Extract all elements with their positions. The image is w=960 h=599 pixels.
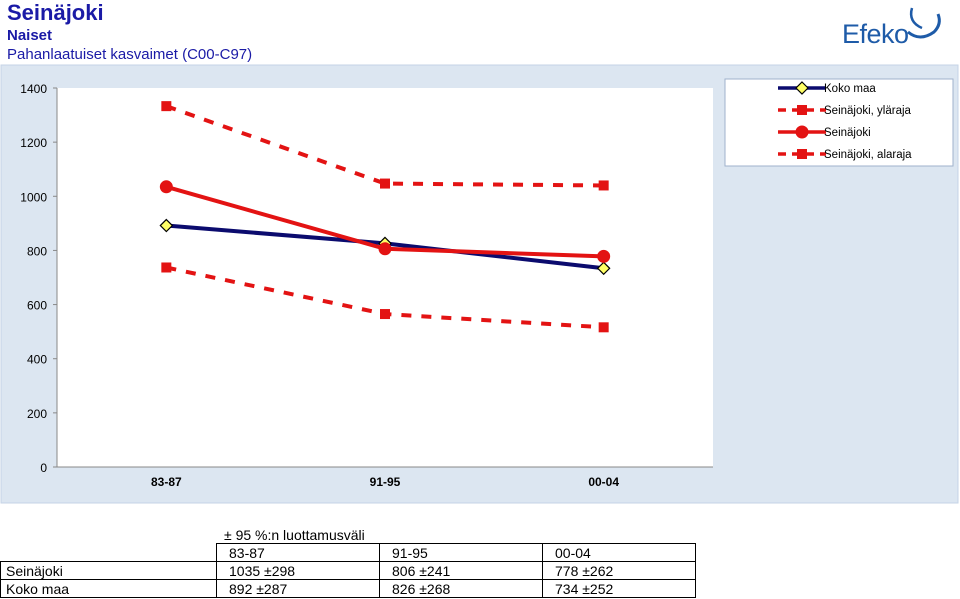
legend-label: Seinäjoki (824, 127, 871, 139)
chart-area: 0 200 400 600 800 1000 1200 1400 83-87 91-95 00-04… (0, 64, 959, 504)
data-point (161, 262, 172, 273)
y-tick-label: 600 (27, 299, 47, 313)
page-description: Pahanlaatuiset kasvaimet (C00-C97) (7, 46, 253, 63)
y-tick-label: 1000 (20, 190, 47, 204)
legend-marker (795, 81, 809, 95)
x-tick-label: 00-04 (588, 475, 619, 489)
axes: 0 200 400 600 800 1000 1200 1400 83-87 91-95 00-04 (20, 82, 713, 489)
efeko-logo: Efeko (838, 2, 948, 52)
legend-label: Koko maa (824, 83, 876, 95)
legend: Koko maa Seinäjoki, yläraja Seinäjoki Seinä… (724, 78, 954, 167)
page-title: Seinäjoki (7, 0, 104, 25)
legend-label: Seinäjoki, alaraja (824, 149, 912, 161)
data-point (378, 242, 392, 256)
legend-marker (795, 125, 809, 139)
x-tick-label: 83-87 (151, 475, 182, 489)
table-cell: 778 ±262 (542, 561, 696, 580)
table-row: Koko maa 892 ±287 826 ±268 734 ±252 (0, 579, 696, 598)
table-cell: 1035 ±298 (216, 561, 380, 580)
table-caption: ± 95 %:n luottamusväli (224, 527, 365, 543)
data-point (380, 178, 390, 189)
table-cell: 826 ±268 (379, 579, 543, 598)
table-header-row: 83-87 91-95 00-04 (1, 543, 696, 562)
legend-label: Seinäjoki, yläraja (824, 105, 912, 117)
y-tick-label: 800 (27, 244, 47, 258)
data-point (596, 261, 611, 276)
legend-marker (797, 149, 807, 159)
y-tick-label: 1400 (20, 82, 47, 96)
y-tick-label: 0 (40, 461, 47, 475)
x-tick-label: 91-95 (370, 475, 401, 489)
table-header-cell (1, 544, 217, 562)
data-point (598, 322, 609, 333)
table-cell: 734 ±252 (542, 579, 696, 598)
data-table: 83-87 91-95 00-04 Seinäjoki 1035 ±298 80… (0, 543, 696, 598)
plot-area (57, 88, 713, 467)
series-layer (159, 101, 611, 333)
y-tick-label: 1200 (20, 136, 47, 150)
data-point (161, 101, 172, 112)
data-point (380, 309, 390, 320)
data-point (159, 218, 174, 233)
data-point (598, 180, 609, 191)
table-row: Seinäjoki 1035 ±298 806 ±241 778 ±262 (0, 561, 696, 580)
table-header-cell: 83-87 (216, 543, 380, 562)
data-point (159, 180, 173, 194)
table-cell: 892 ±287 (216, 579, 380, 598)
table-cell: 806 ±241 (379, 561, 543, 580)
legend-box (724, 78, 954, 167)
table-header-cell: 00-04 (542, 543, 696, 562)
table-row-label: Seinäjoki (0, 561, 217, 580)
logo-text: Efeko (842, 19, 909, 49)
data-point (597, 249, 611, 263)
page-subtitle: Naiset (7, 27, 53, 44)
legend-marker (797, 105, 807, 115)
table-header-cell: 91-95 (379, 543, 543, 562)
y-tick-label: 400 (27, 353, 47, 367)
logo-swirl-icon (907, 7, 941, 39)
y-tick-label: 200 (27, 407, 47, 421)
table-row-label: Koko maa (0, 579, 217, 598)
